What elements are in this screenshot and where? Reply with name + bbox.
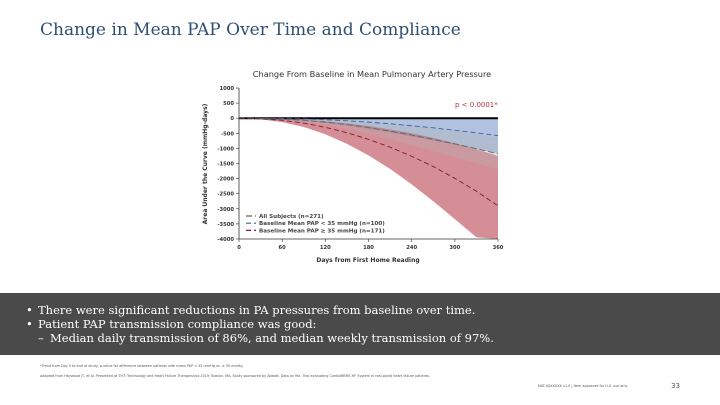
slide-title: Change in Mean PAP Over Time and Complia… xyxy=(40,20,461,40)
bullet-marker: • xyxy=(26,317,33,331)
y-tick-label: -2000 xyxy=(217,177,234,183)
sub-bullet-item: – Median daily transmission of 86%, and m… xyxy=(26,331,720,345)
y-tick-label: -3000 xyxy=(217,207,234,213)
series-line-0 xyxy=(238,117,499,155)
footnote: *Trend from Day 0 to end of study, p-val… xyxy=(40,364,243,368)
y-tick-label: -3500 xyxy=(217,222,234,228)
chart-title: Change From Baseline in Mean Pulmonary A… xyxy=(253,69,491,79)
series-line-2 xyxy=(238,117,499,207)
x-tick-label: 120 xyxy=(320,245,331,251)
legend-entry: All Subjects (n=271) xyxy=(259,214,324,220)
bullet-marker: • xyxy=(26,303,33,317)
dash-marker: – xyxy=(38,331,44,345)
y-tick-label: 500 xyxy=(223,101,234,107)
sub-bullet-text: Median daily transmission of 86%, and me… xyxy=(50,331,494,345)
page-number: 33 xyxy=(671,382,680,390)
y-tick-label: 1000 xyxy=(220,86,235,92)
p-value-annotation: p < 0.0001* xyxy=(455,101,498,109)
legal-text: MAT-XXXXXXX v1.0 | Item approved for U.S… xyxy=(537,384,628,388)
x-tick-label: 240 xyxy=(406,245,417,251)
references: Adapted from Heywood JT, et al. Presente… xyxy=(40,374,431,378)
y-tick-label: -1500 xyxy=(217,162,234,168)
y-axis-label: Area Under the Curve (mmHg-days) xyxy=(202,103,209,224)
bullet-item: • Patient PAP transmission compliance was… xyxy=(26,317,720,331)
y-tick-label: -2500 xyxy=(217,192,234,198)
y-tick-label: 0 xyxy=(230,116,234,122)
bullet-item: • There were significant reductions in PA… xyxy=(26,303,720,317)
bullet-text: There were significant reductions in PA … xyxy=(38,303,476,317)
y-tick-label: -4000 xyxy=(217,237,234,243)
y-tick-label: -1000 xyxy=(217,146,234,152)
legend-entry: Baseline Mean PAP ≥ 35 mmHg (n=171) xyxy=(259,228,385,234)
confidence-band-1 xyxy=(239,118,498,154)
confidence-band-0 xyxy=(239,118,498,170)
x-tick-label: 180 xyxy=(363,245,374,251)
legend-entry: Baseline Mean PAP < 35 mmHg (n=100) xyxy=(259,221,385,227)
x-tick-label: 300 xyxy=(449,245,460,251)
x-axis-label: Days from First Home Reading xyxy=(316,257,419,264)
series-line-1 xyxy=(238,117,499,137)
x-tick-label: 0 xyxy=(237,245,241,251)
x-tick-label: 360 xyxy=(493,245,504,251)
mean-pap-chart: Change From Baseline in Mean Pulmonary A… xyxy=(202,69,504,264)
y-tick-label: -500 xyxy=(221,131,234,137)
summary-band: • There were significant reductions in PA… xyxy=(0,293,720,355)
bullet-text: Patient PAP transmission compliance was … xyxy=(38,317,317,331)
confidence-band-2 xyxy=(239,118,498,239)
x-tick-label: 60 xyxy=(279,245,287,251)
